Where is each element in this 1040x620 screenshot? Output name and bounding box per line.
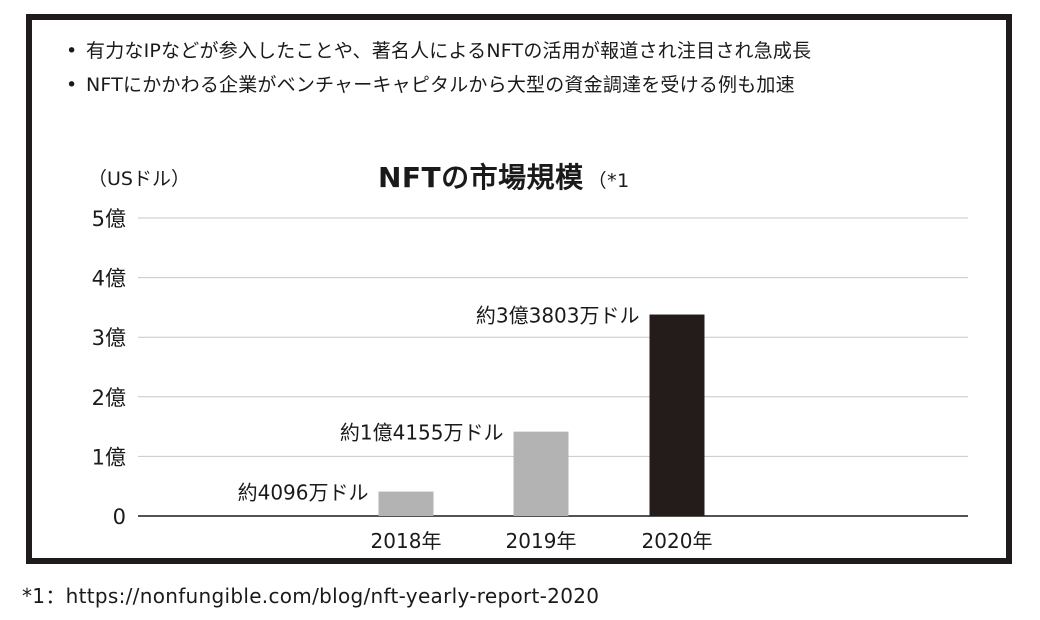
data-label: 約4096万ドル [238,481,369,505]
y-tick-label: 2億 [92,386,126,410]
y-tick-label: 0 [113,505,126,529]
footnote: *1：https://nonfungible.com/blog/nft-year… [22,584,600,608]
bar [378,491,434,516]
y-tick-label: 4億 [92,267,126,291]
bullet-marker: • [66,74,78,96]
bullet-marker: • [66,40,78,62]
chart-title-wrap: NFTの市場規模 （*1 [378,156,630,196]
bar [513,431,569,516]
y-axis-unit-label: （USドル） [88,168,190,190]
chart-title: NFTの市場規模 [378,161,584,194]
x-tick-label: 2020年 [642,529,713,553]
data-label: 約3億3803万ドル [476,304,640,328]
bar [649,314,705,516]
data-label: 約1億4155万ドル [340,421,504,445]
chart-title-note: （*1 [587,170,630,192]
y-tick-label: 1億 [92,445,126,469]
bullet-item: • 有力なIPなどが参入したことや、著名人によるNFTの活用が報道され注目され急成… [66,36,811,70]
x-tick-label: 2019年 [506,529,577,553]
bullet-text: NFTにかかわる企業がベンチャーキャピタルから大型の資金調達を受ける例も加速 [86,74,795,96]
y-tick-label: 3億 [92,326,126,350]
bullet-list: • 有力なIPなどが参入したことや、著名人によるNFTの活用が報道され注目され急成… [66,36,811,104]
x-tick-label: 2018年 [371,529,442,553]
y-tick-label: 5億 [92,207,126,231]
bullet-text: 有力なIPなどが参入したことや、著名人によるNFTの活用が報道され注目され急成長 [86,40,812,62]
bullet-item: • NFTにかかわる企業がベンチャーキャピタルから大型の資金調達を受ける例も加速 [66,70,811,104]
